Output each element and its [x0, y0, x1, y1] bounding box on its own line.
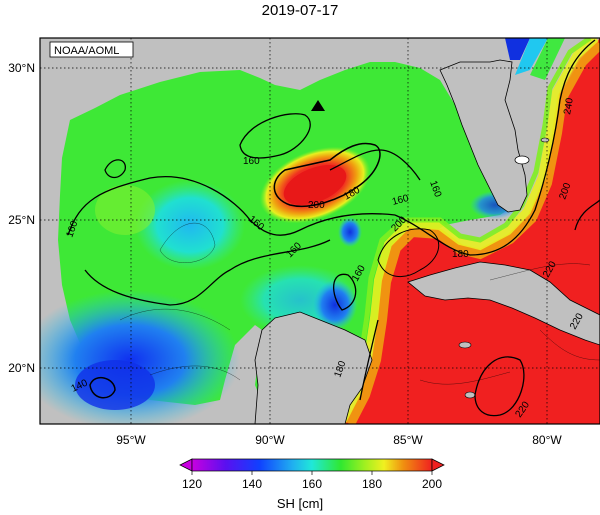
atlantic-cold-corner: [505, 38, 530, 60]
map-frame: [39, 37, 600, 425]
cuba-land: [407, 261, 600, 346]
lat-tick-label: 25°N: [8, 213, 35, 227]
loop-current-warm: [345, 38, 600, 424]
lon-tick-label: 90°W: [255, 433, 285, 447]
colorbar-tick: 140: [242, 477, 262, 491]
cold-region-sw: [40, 290, 240, 424]
colorbar-low-arrow: [179, 458, 193, 472]
lon-tick-label: 95°W: [116, 433, 146, 447]
contour-label: 180: [452, 249, 469, 260]
lat-tick-label: 30°N: [8, 61, 35, 75]
colorbar-high-arrow: [431, 458, 445, 472]
colorbar-tick: 120: [182, 477, 202, 491]
lon-tick-label: 80°W: [532, 433, 562, 447]
grid-lines: [40, 38, 600, 424]
station-marker-icon: [311, 100, 325, 111]
colorbar-tick: 160: [302, 477, 322, 491]
map-title: 2019-07-17: [261, 2, 339, 19]
cold-eddy-south: [313, 280, 357, 330]
credit-label: NOAA/AOML: [54, 45, 119, 57]
cyan-anomaly: [135, 180, 245, 270]
florida-land: [439, 59, 528, 213]
lat-tick-label: 20°N: [8, 361, 35, 375]
contour-label: 240: [562, 97, 576, 116]
colorbar-tick: 180: [362, 477, 382, 491]
colorbar-tick: 200: [422, 477, 442, 491]
contour-lines: [67, 39, 600, 417]
colorbar-gradient: [191, 458, 433, 472]
colorbar-label: SH [cm]: [276, 496, 324, 511]
colorbar: 120 140 160 180 200: [179, 458, 445, 491]
lon-tick-label: 85°W: [393, 433, 423, 447]
contour-label: 160: [391, 193, 410, 208]
contour-label: 160: [243, 156, 260, 167]
credit-box: [49, 41, 134, 58]
cold-eddy-small: [338, 217, 362, 247]
contour-label: 200: [308, 200, 325, 211]
